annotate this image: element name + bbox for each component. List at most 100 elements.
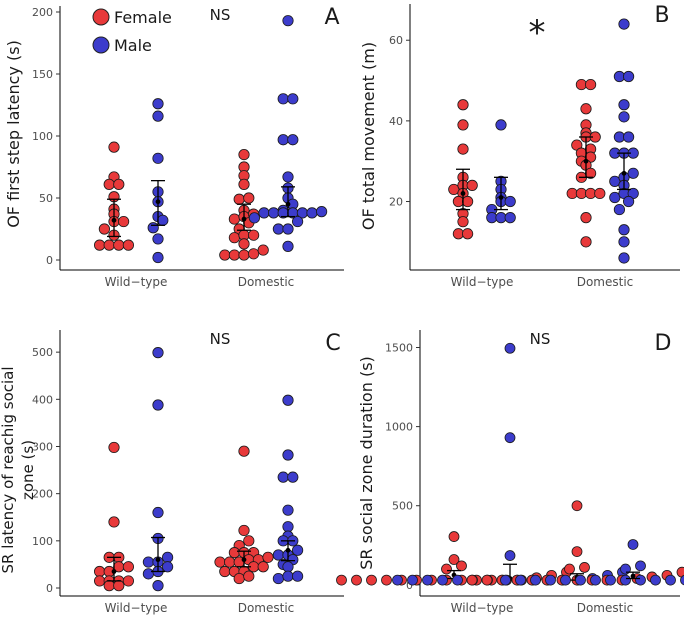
y-tick-label: 40 [389, 115, 403, 128]
female-data-point [94, 575, 106, 587]
male-data-point [609, 175, 621, 187]
male-data-point [277, 471, 289, 483]
female-data-point [103, 580, 115, 592]
male-data-point [287, 93, 299, 105]
female-data-point [248, 248, 260, 260]
male-data-point [282, 171, 294, 183]
male-data-point [142, 568, 154, 580]
male-data-point [142, 556, 154, 568]
female-data-point [228, 547, 240, 559]
panel-c-y-axis-label-line1: SR latency of reachig social [0, 366, 17, 573]
female-data-point [108, 516, 120, 528]
male-data-point [291, 570, 304, 582]
male-data-point [590, 574, 601, 586]
male-data-point [147, 222, 159, 234]
male-data-point [622, 131, 635, 143]
female-data-point [381, 574, 392, 586]
female-data-point [108, 141, 120, 153]
y-tick-label: 100 [32, 535, 53, 548]
mean-marker [285, 547, 291, 553]
legend: Female Male [92, 8, 172, 55]
female-data-point [257, 244, 269, 256]
male-data-point [282, 449, 294, 461]
female-data-point [441, 563, 452, 575]
male-data-point [152, 580, 164, 592]
panel-b-y-ticks: 20 40 60 [389, 34, 410, 209]
y-tick-label: 60 [389, 34, 403, 47]
male-data-point [282, 15, 294, 27]
female-data-point [122, 575, 134, 587]
legend-female-label: Female [114, 8, 172, 27]
female-data-point [113, 580, 125, 592]
male-data-point [665, 574, 676, 586]
female-data-point [233, 193, 245, 205]
male-data-point [620, 574, 631, 586]
male-data-point [504, 212, 516, 224]
male-data-point [495, 119, 507, 131]
male-data-point [618, 252, 630, 264]
male-data-point [622, 195, 635, 208]
female-data-point [579, 562, 590, 573]
male-data-point [282, 504, 294, 516]
male-data-point [635, 574, 646, 586]
male-data-point [605, 574, 616, 586]
male-data-point [152, 347, 164, 359]
y-tick-label: 0 [46, 254, 53, 267]
y-tick-label: 200 [32, 488, 53, 501]
female-data-point [457, 216, 469, 228]
panel-b-points [448, 18, 639, 264]
female-data-point [238, 445, 250, 457]
male-data-point [248, 212, 260, 224]
y-tick-label: 20 [389, 196, 403, 209]
female-data-point [456, 560, 467, 572]
female-data-point [466, 179, 478, 191]
female-data-point [457, 99, 469, 111]
female-data-point [457, 143, 469, 155]
mean-marker [583, 158, 589, 164]
male-data-point [618, 224, 630, 236]
male-data-point [162, 561, 174, 573]
male-data-point [291, 215, 304, 228]
female-data-point [118, 215, 130, 228]
female-data-point [594, 187, 606, 200]
female-data-point [113, 178, 125, 190]
female-data-point [243, 192, 255, 204]
mean-marker [111, 217, 117, 223]
female-data-point [584, 78, 597, 91]
female-data-point [103, 239, 115, 251]
male-data-point [282, 521, 294, 533]
male-data-point [515, 574, 526, 586]
panel-a-category-wild-type: Wild−type [105, 275, 168, 289]
male-data-point [315, 206, 328, 218]
female-data-point [243, 570, 255, 582]
panel-d-significance: NS [530, 330, 551, 348]
female-data-point [219, 565, 231, 578]
panel-d-points [336, 342, 684, 586]
y-tick-label: 1500 [385, 341, 413, 354]
panel-d-letter: D [655, 331, 672, 356]
male-data-point [152, 233, 164, 245]
female-data-point [461, 228, 474, 240]
female-data-point [122, 561, 134, 573]
panel-d-y-ticks: 0 500 1000 1500 [385, 341, 420, 592]
male-data-point [575, 574, 586, 586]
female-data-point [466, 574, 478, 586]
female-data-point [481, 574, 493, 586]
female-data-point [243, 535, 255, 547]
male-data-point [287, 134, 299, 146]
panel-b-significance: * [529, 13, 546, 53]
male-data-point [618, 99, 630, 111]
mean-marker [460, 191, 466, 196]
mean-marker [155, 557, 161, 563]
female-data-point [122, 239, 134, 251]
panel-b: 20 40 60 Wild−type Domestic OF total movem… [359, 3, 680, 289]
mean-marker [155, 199, 161, 205]
y-tick-label: 50 [39, 192, 53, 205]
male-data-point [618, 111, 630, 123]
male-data-point [267, 207, 280, 219]
female-data-point [564, 563, 575, 575]
y-tick-label: 1000 [385, 421, 413, 434]
female-data-point [571, 546, 583, 558]
female-data-point [448, 531, 460, 542]
male-data-point [287, 471, 299, 483]
